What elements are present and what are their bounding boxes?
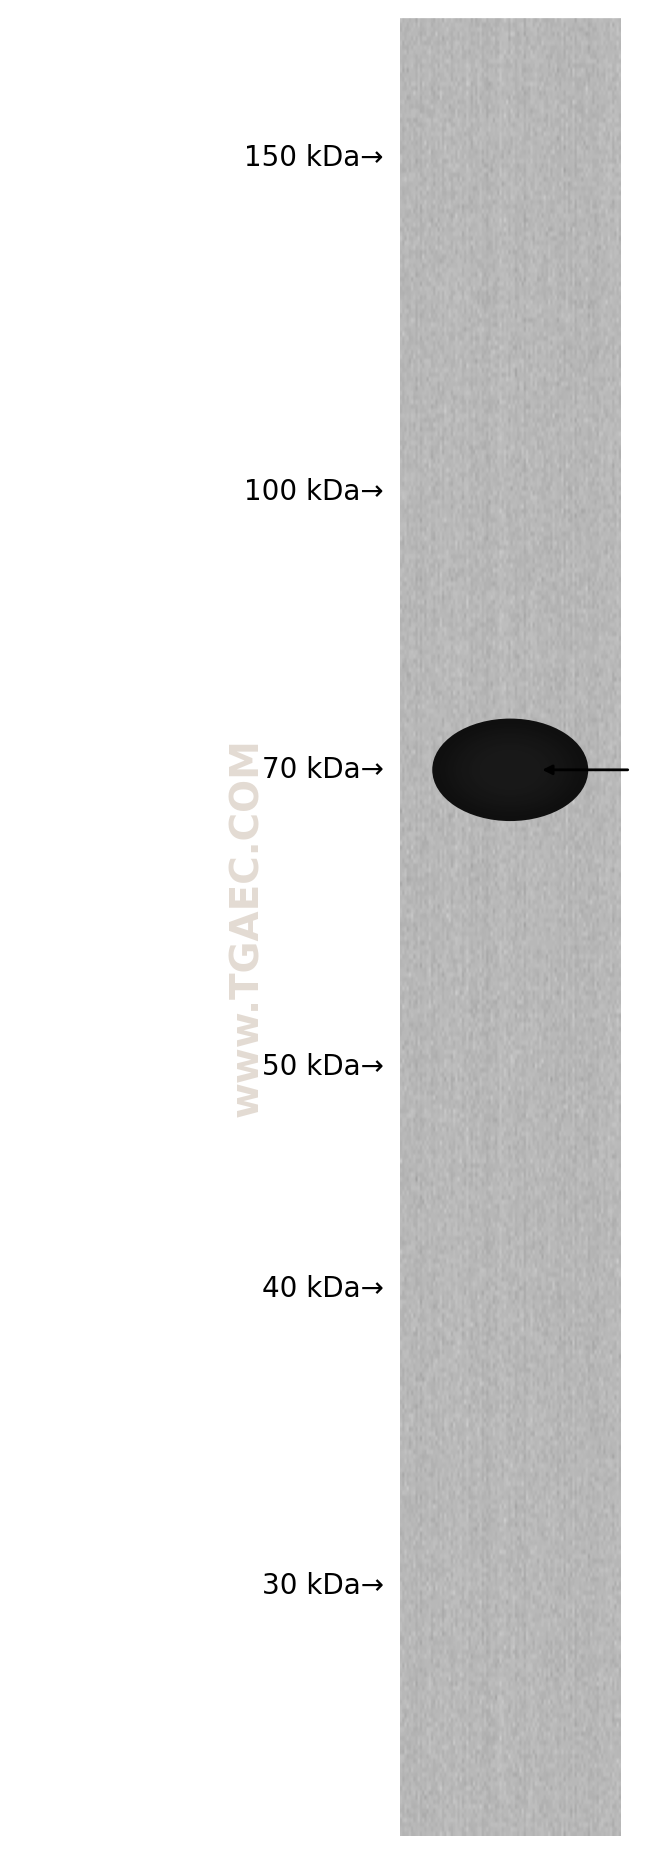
Ellipse shape [453,733,567,807]
Ellipse shape [448,729,573,811]
Ellipse shape [484,753,536,787]
Ellipse shape [466,740,554,800]
Ellipse shape [437,722,583,818]
Ellipse shape [443,725,578,814]
Ellipse shape [489,757,531,783]
Ellipse shape [497,761,523,779]
Ellipse shape [487,755,534,785]
Ellipse shape [469,742,552,798]
Text: 150 kDa→: 150 kDa→ [244,143,384,173]
Ellipse shape [432,718,588,822]
Ellipse shape [461,738,560,801]
Ellipse shape [471,744,549,796]
Text: 30 kDa→: 30 kDa→ [261,1571,384,1601]
Bar [400,19,621,1836]
Ellipse shape [458,736,562,803]
Text: 40 kDa→: 40 kDa→ [261,1274,384,1304]
Ellipse shape [463,738,557,801]
Ellipse shape [445,727,575,812]
Text: 100 kDa→: 100 kDa→ [244,477,384,506]
Ellipse shape [456,735,565,805]
Ellipse shape [435,720,586,820]
Ellipse shape [479,749,541,790]
Ellipse shape [495,759,526,781]
Ellipse shape [476,748,544,792]
Text: 70 kDa→: 70 kDa→ [261,755,384,785]
Ellipse shape [482,751,539,788]
Ellipse shape [450,731,570,809]
Text: 50 kDa→: 50 kDa→ [261,1052,384,1081]
Ellipse shape [492,759,528,781]
Ellipse shape [474,746,547,794]
Text: www.TGAEC.COM: www.TGAEC.COM [228,738,266,1117]
Ellipse shape [440,723,580,816]
